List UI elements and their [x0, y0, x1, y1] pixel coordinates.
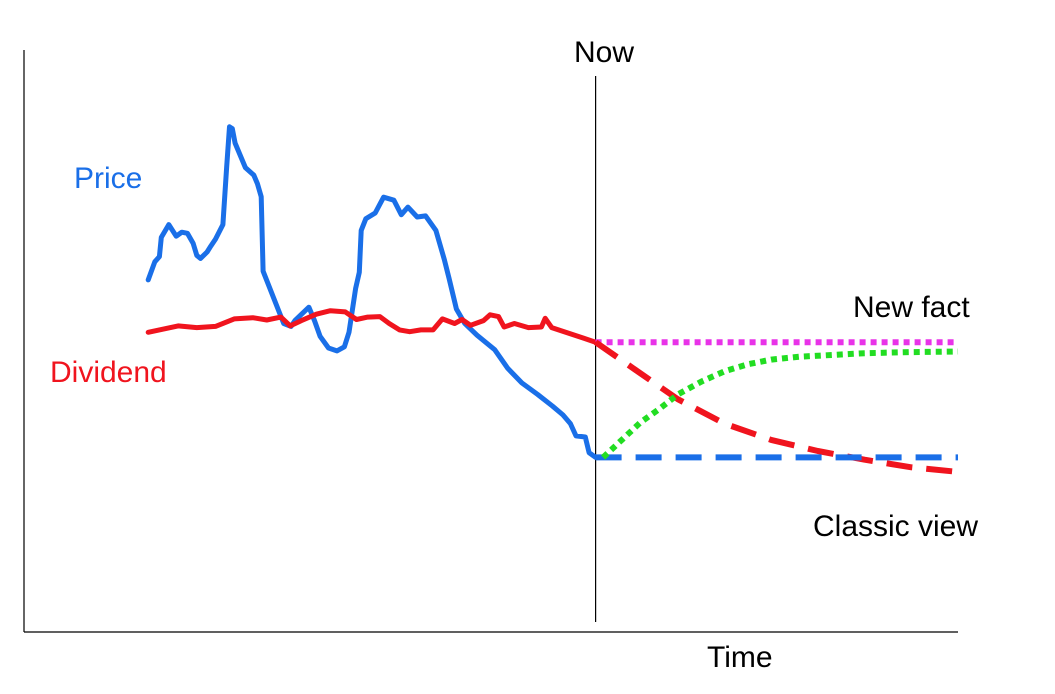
- dividend-projection-line: [593, 339, 959, 475]
- classic-view-label: Classic view: [813, 510, 978, 543]
- x-axis-label: Time: [707, 641, 773, 674]
- series-layer: [145, 124, 959, 475]
- new-fact-label: New fact: [853, 291, 970, 324]
- dividend-historical-line: [145, 308, 599, 345]
- price-label: Price: [74, 162, 142, 195]
- price-historical-line: [145, 124, 599, 460]
- now-label: Now: [574, 36, 634, 69]
- price-projection-line: [601, 348, 959, 460]
- dividend-label: Dividend: [50, 356, 167, 389]
